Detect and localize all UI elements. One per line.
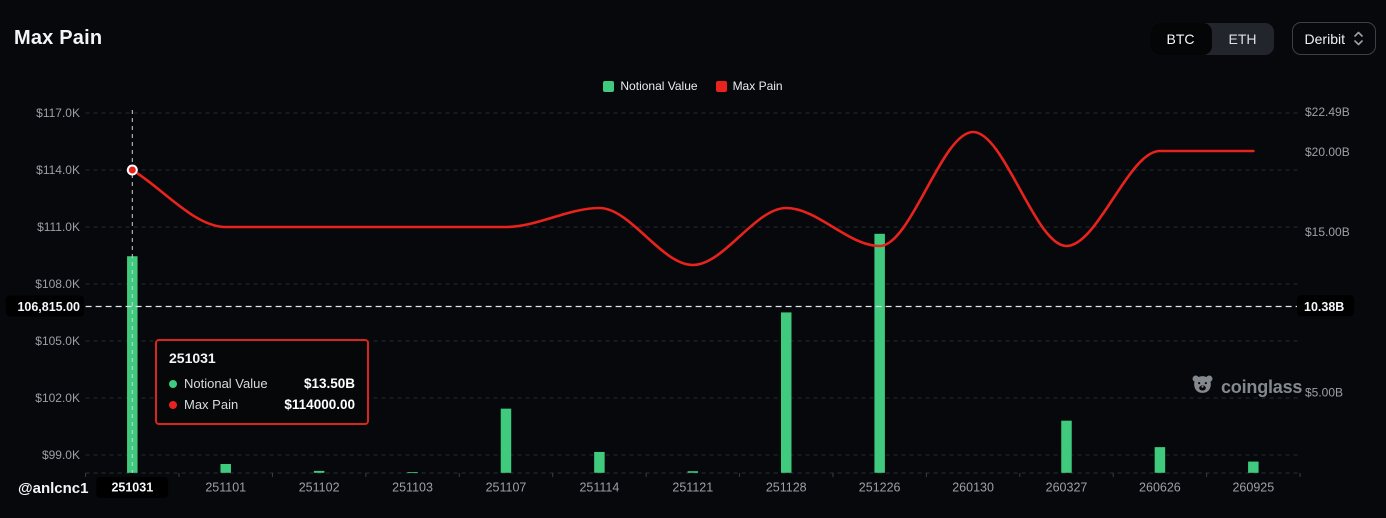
max-pain-line[interactable]	[131, 130, 1255, 267]
coin-toggle[interactable]: BTC ETH	[1149, 22, 1274, 55]
y-axis-left-label: $105.0K	[35, 334, 80, 348]
y-axis-left-label: $111.0K	[37, 220, 80, 234]
tooltip-row-label: Max Pain	[184, 397, 239, 412]
x-axis-label-251102: 251102	[299, 481, 340, 495]
y-axis-right-label: $15.00B	[1305, 225, 1350, 239]
watermark-text: coinglass	[1221, 376, 1303, 397]
tooltip-row-value: $114000.00	[284, 397, 355, 412]
bar-251102[interactable]	[313, 470, 325, 473]
bar-251114[interactable]	[594, 451, 605, 473]
coin-toggle-btc[interactable]: BTC	[1149, 22, 1212, 55]
bar-260925[interactable]	[1248, 461, 1259, 473]
legend-item-notional-value[interactable]: Notional Value	[603, 79, 698, 93]
current-price-pill	[6, 295, 84, 317]
right-highlight-label: 10.38B	[1304, 300, 1344, 314]
legend-item-max-pain[interactable]: Max Pain	[715, 79, 783, 93]
legend-label: Max Pain	[732, 79, 783, 93]
y-axis-left-label: $99.0K	[42, 448, 80, 462]
credit-handle: @anlcnc1	[18, 480, 89, 497]
notional-value-dot-icon	[169, 379, 177, 388]
bar-251128[interactable]	[780, 312, 792, 473]
coinglass-watermark: coinglass	[1191, 373, 1302, 401]
max-pain-swatch-icon	[715, 80, 727, 92]
x-axis-label-260327: 260327	[1046, 481, 1088, 495]
x-axis-label-251103: 251103	[392, 481, 433, 495]
tooltip-row-label: Notional Value	[184, 376, 268, 391]
x-axis-label-251114: 251114	[579, 481, 619, 495]
notional-value-swatch-icon	[603, 80, 615, 92]
header-controls: BTC ETH Deribit	[1149, 22, 1376, 55]
x-axis-label-251107: 251107	[486, 481, 527, 495]
tooltip-row-max-pain: Max Pain $114000.00	[169, 397, 355, 412]
bar-251101[interactable]	[220, 463, 231, 473]
bar-260327[interactable]	[1061, 420, 1072, 473]
exchange-select-value: Deribit	[1304, 30, 1345, 47]
x-axis-label-260925: 260925	[1232, 481, 1274, 495]
exchange-select[interactable]: Deribit	[1291, 22, 1376, 55]
chart-legend: Notional Value Max Pain	[0, 79, 1386, 93]
y-axis-left-label: $117.0K	[36, 106, 80, 120]
y-axis-right-label: $20.00B	[1305, 145, 1350, 159]
x-axis-label-251226: 251226	[859, 481, 901, 495]
x-label-pill	[96, 477, 169, 498]
x-axis-label-251121: 251121	[672, 481, 713, 495]
max-pain-dot-icon	[169, 400, 177, 409]
bar-251103[interactable]	[407, 471, 418, 473]
chart-tooltip: 251031 Notional Value $13.50B Max Pain $…	[155, 339, 369, 425]
current-price-label: 106,815.00	[17, 300, 80, 314]
coin-toggle-eth[interactable]: ETH	[1228, 30, 1257, 47]
right-highlight-pill	[1297, 295, 1354, 317]
hover-marker-dot	[126, 164, 138, 176]
tooltip-title: 251031	[169, 350, 216, 366]
y-axis-left-label: $102.0K	[35, 391, 80, 405]
x-axis-label-260130: 260130	[952, 481, 994, 495]
tooltip-row-notional-value: Notional Value $13.50B	[169, 376, 355, 391]
bar-251226[interactable]	[874, 233, 885, 473]
bar-251031[interactable]	[127, 256, 138, 473]
y-axis-right-label: $22.49B	[1305, 105, 1350, 119]
bar-251121[interactable]	[687, 471, 699, 473]
y-axis-right-label: $5.00B	[1305, 386, 1343, 400]
x-axis-label-260626: 260626	[1139, 481, 1181, 495]
bar-251107[interactable]	[500, 408, 512, 473]
bar-260626[interactable]	[1154, 447, 1166, 473]
page-title: Max Pain	[14, 27, 103, 49]
y-axis-left-label: $108.0K	[35, 277, 80, 291]
x-axis-label-251128: 251128	[766, 481, 807, 495]
coinglass-logo-icon	[1191, 373, 1214, 401]
tooltip-row-value: $13.50B	[303, 376, 355, 391]
chevron-up-down-icon	[1354, 31, 1363, 46]
y-axis-left-label: $114.0K	[36, 163, 80, 177]
legend-label: Notional Value	[620, 79, 698, 93]
x-axis-label-251101: 251101	[205, 481, 246, 495]
x-axis-label-251031: 251031	[111, 481, 153, 495]
